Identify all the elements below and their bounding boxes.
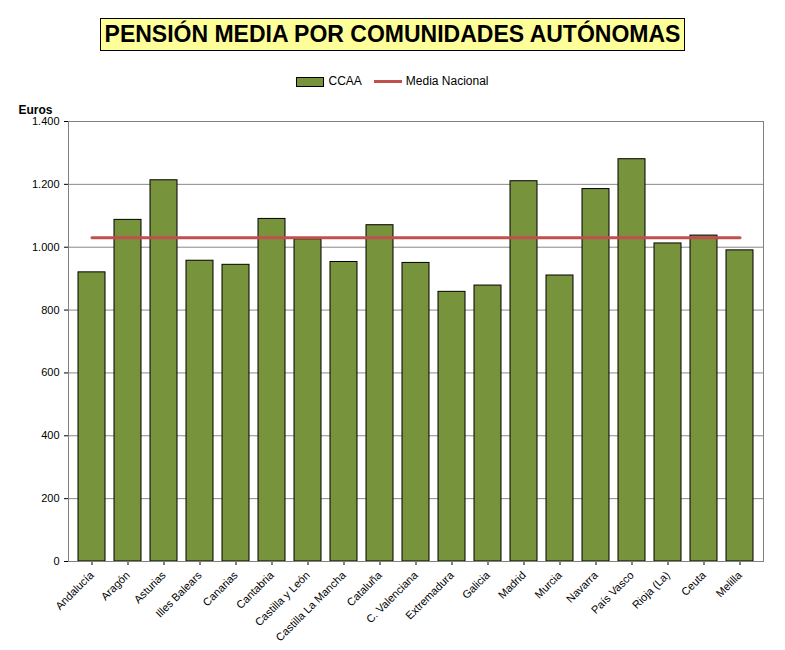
svg-text:Galicia: Galicia — [460, 568, 493, 601]
svg-text:Murcia: Murcia — [532, 568, 564, 600]
svg-text:Canarias: Canarias — [200, 568, 240, 609]
svg-text:Madrid: Madrid — [496, 569, 528, 601]
svg-text:Cantabria: Cantabria — [233, 568, 276, 611]
svg-text:0: 0 — [53, 555, 59, 567]
svg-text:Asturias: Asturias — [131, 568, 168, 605]
svg-text:Extremadura: Extremadura — [403, 568, 457, 622]
svg-text:Andalucía: Andalucía — [53, 568, 97, 612]
svg-text:400: 400 — [41, 429, 59, 441]
svg-text:Cataluña: Cataluña — [344, 568, 384, 609]
svg-text:800: 800 — [41, 304, 59, 316]
svg-text:Navarra: Navarra — [564, 568, 601, 605]
html-text:Media Nacional: Media Nacional — [405, 73, 489, 88]
svg-text:200: 200 — [41, 492, 59, 504]
svg-text:600: 600 — [41, 366, 59, 378]
svg-text:Euros: Euros — [19, 103, 53, 117]
svg-text:Aragón: Aragón — [98, 569, 132, 603]
svg-text:Melilla: Melilla — [713, 568, 744, 599]
svg-text:Ceuta: Ceuta — [679, 568, 709, 598]
svg-text:Illes Balears: Illes Balears — [153, 568, 204, 619]
svg-text:1.000: 1.000 — [32, 241, 60, 253]
html-text:PENSIÓN MEDIA POR COMUNIDADES: PENSIÓN MEDIA POR COMUNIDADES AUTÓNOMAS — [104, 21, 681, 47]
svg-text:País Vasco: País Vasco — [589, 569, 636, 616]
svg-text:1.200: 1.200 — [32, 178, 60, 190]
svg-text:Rioja (La): Rioja (La) — [630, 569, 672, 611]
svg-text:Castilla y León: Castilla y León — [252, 568, 312, 629]
svg-text:Castilla La Mancha: Castilla La Mancha — [273, 568, 348, 643]
svg-text:1.400: 1.400 — [32, 115, 60, 127]
svg-text:C. Valenciana: C. Valenciana — [363, 568, 420, 626]
html-text:CCAA: CCAA — [328, 73, 362, 88]
